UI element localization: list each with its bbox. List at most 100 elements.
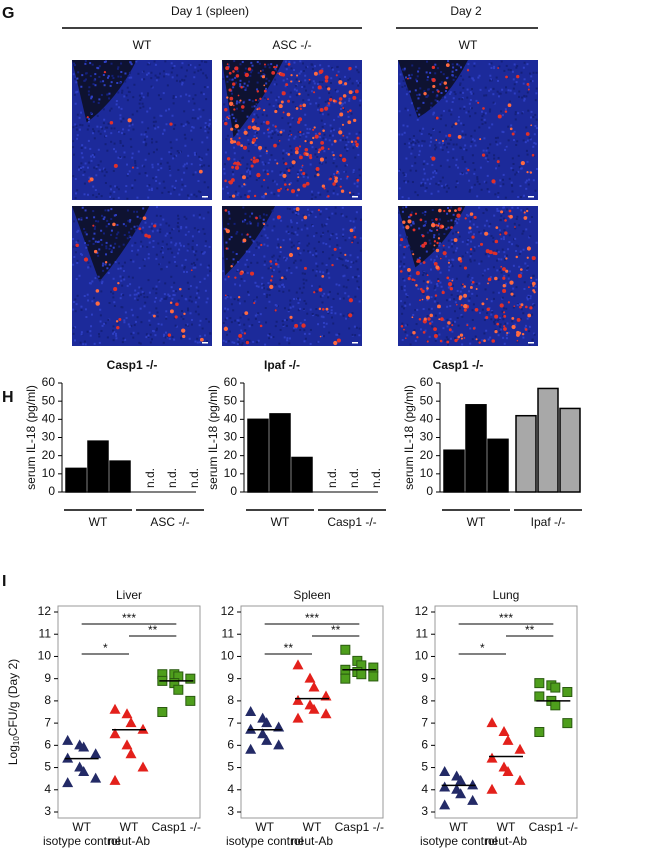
texture (99, 320, 102, 323)
texture (271, 209, 274, 212)
signal (229, 137, 233, 141)
texture (183, 79, 186, 82)
texture (326, 269, 329, 272)
texture (310, 63, 313, 66)
value-label: n.d. (347, 468, 361, 488)
texture (98, 248, 101, 251)
y-axis-label-part: CFU/g (Day 2) (6, 659, 20, 736)
texture (312, 314, 315, 317)
texture (103, 130, 106, 133)
texture (314, 132, 317, 135)
texture (464, 133, 467, 136)
texture (355, 79, 358, 82)
texture (183, 265, 186, 268)
texture (263, 255, 266, 258)
signal (496, 322, 500, 326)
texture (357, 71, 360, 74)
texture (271, 255, 274, 258)
signal (269, 284, 274, 289)
texture (139, 293, 142, 296)
texture (283, 171, 286, 174)
texture (289, 91, 292, 94)
texture (263, 96, 266, 99)
signal (223, 326, 229, 331)
texture (174, 260, 177, 263)
texture (181, 78, 184, 81)
texture (156, 229, 159, 232)
texture (272, 336, 275, 339)
data-point (534, 678, 545, 689)
texture (301, 85, 304, 88)
texture (281, 172, 284, 175)
signal (152, 314, 156, 318)
texture (352, 146, 355, 149)
texture (80, 331, 83, 334)
texture (331, 151, 334, 154)
texture (512, 87, 515, 90)
texture (121, 284, 124, 287)
texture (339, 155, 342, 158)
texture (286, 225, 289, 228)
texture (113, 148, 116, 151)
texture (319, 193, 322, 196)
texture (432, 261, 435, 264)
texture (283, 256, 286, 259)
texture (235, 118, 238, 121)
texture (194, 301, 197, 304)
texture (140, 240, 143, 243)
texture (471, 319, 474, 322)
texture (83, 227, 86, 230)
texture (299, 134, 302, 137)
data-point (257, 728, 269, 739)
texture (126, 237, 129, 240)
texture (473, 62, 476, 65)
texture (192, 214, 195, 217)
texture (93, 216, 96, 219)
texture (267, 267, 270, 270)
texture (246, 115, 249, 118)
signal (339, 185, 342, 188)
data-point (534, 691, 545, 702)
texture (175, 138, 178, 141)
texture (296, 233, 299, 236)
texture (496, 319, 499, 322)
texture (404, 304, 407, 307)
texture (263, 260, 266, 263)
texture (89, 62, 92, 65)
texture (528, 85, 531, 88)
texture (146, 296, 149, 299)
texture (459, 91, 462, 94)
texture (492, 236, 495, 239)
signal (487, 282, 489, 285)
texture (228, 238, 231, 241)
signal (299, 107, 302, 110)
texture (492, 240, 495, 243)
texture (78, 128, 81, 131)
signal (457, 231, 460, 234)
signal (426, 340, 429, 343)
texture (92, 100, 95, 103)
texture (486, 160, 489, 163)
significance-label: *** (122, 611, 136, 625)
signal (448, 328, 452, 332)
texture (489, 88, 492, 91)
texture (72, 146, 75, 149)
texture (146, 245, 149, 248)
texture (312, 86, 315, 89)
data-point (109, 728, 121, 739)
texture (437, 307, 440, 310)
texture (323, 122, 326, 125)
texture (138, 341, 141, 344)
signal (412, 253, 415, 256)
texture (497, 196, 500, 199)
texture (520, 196, 523, 199)
signal (241, 175, 246, 180)
texture (400, 300, 403, 303)
texture (73, 62, 76, 65)
texture (481, 123, 484, 126)
signal (313, 91, 316, 94)
texture (126, 86, 129, 89)
texture (450, 238, 453, 241)
texture (297, 297, 300, 300)
texture (172, 157, 175, 160)
